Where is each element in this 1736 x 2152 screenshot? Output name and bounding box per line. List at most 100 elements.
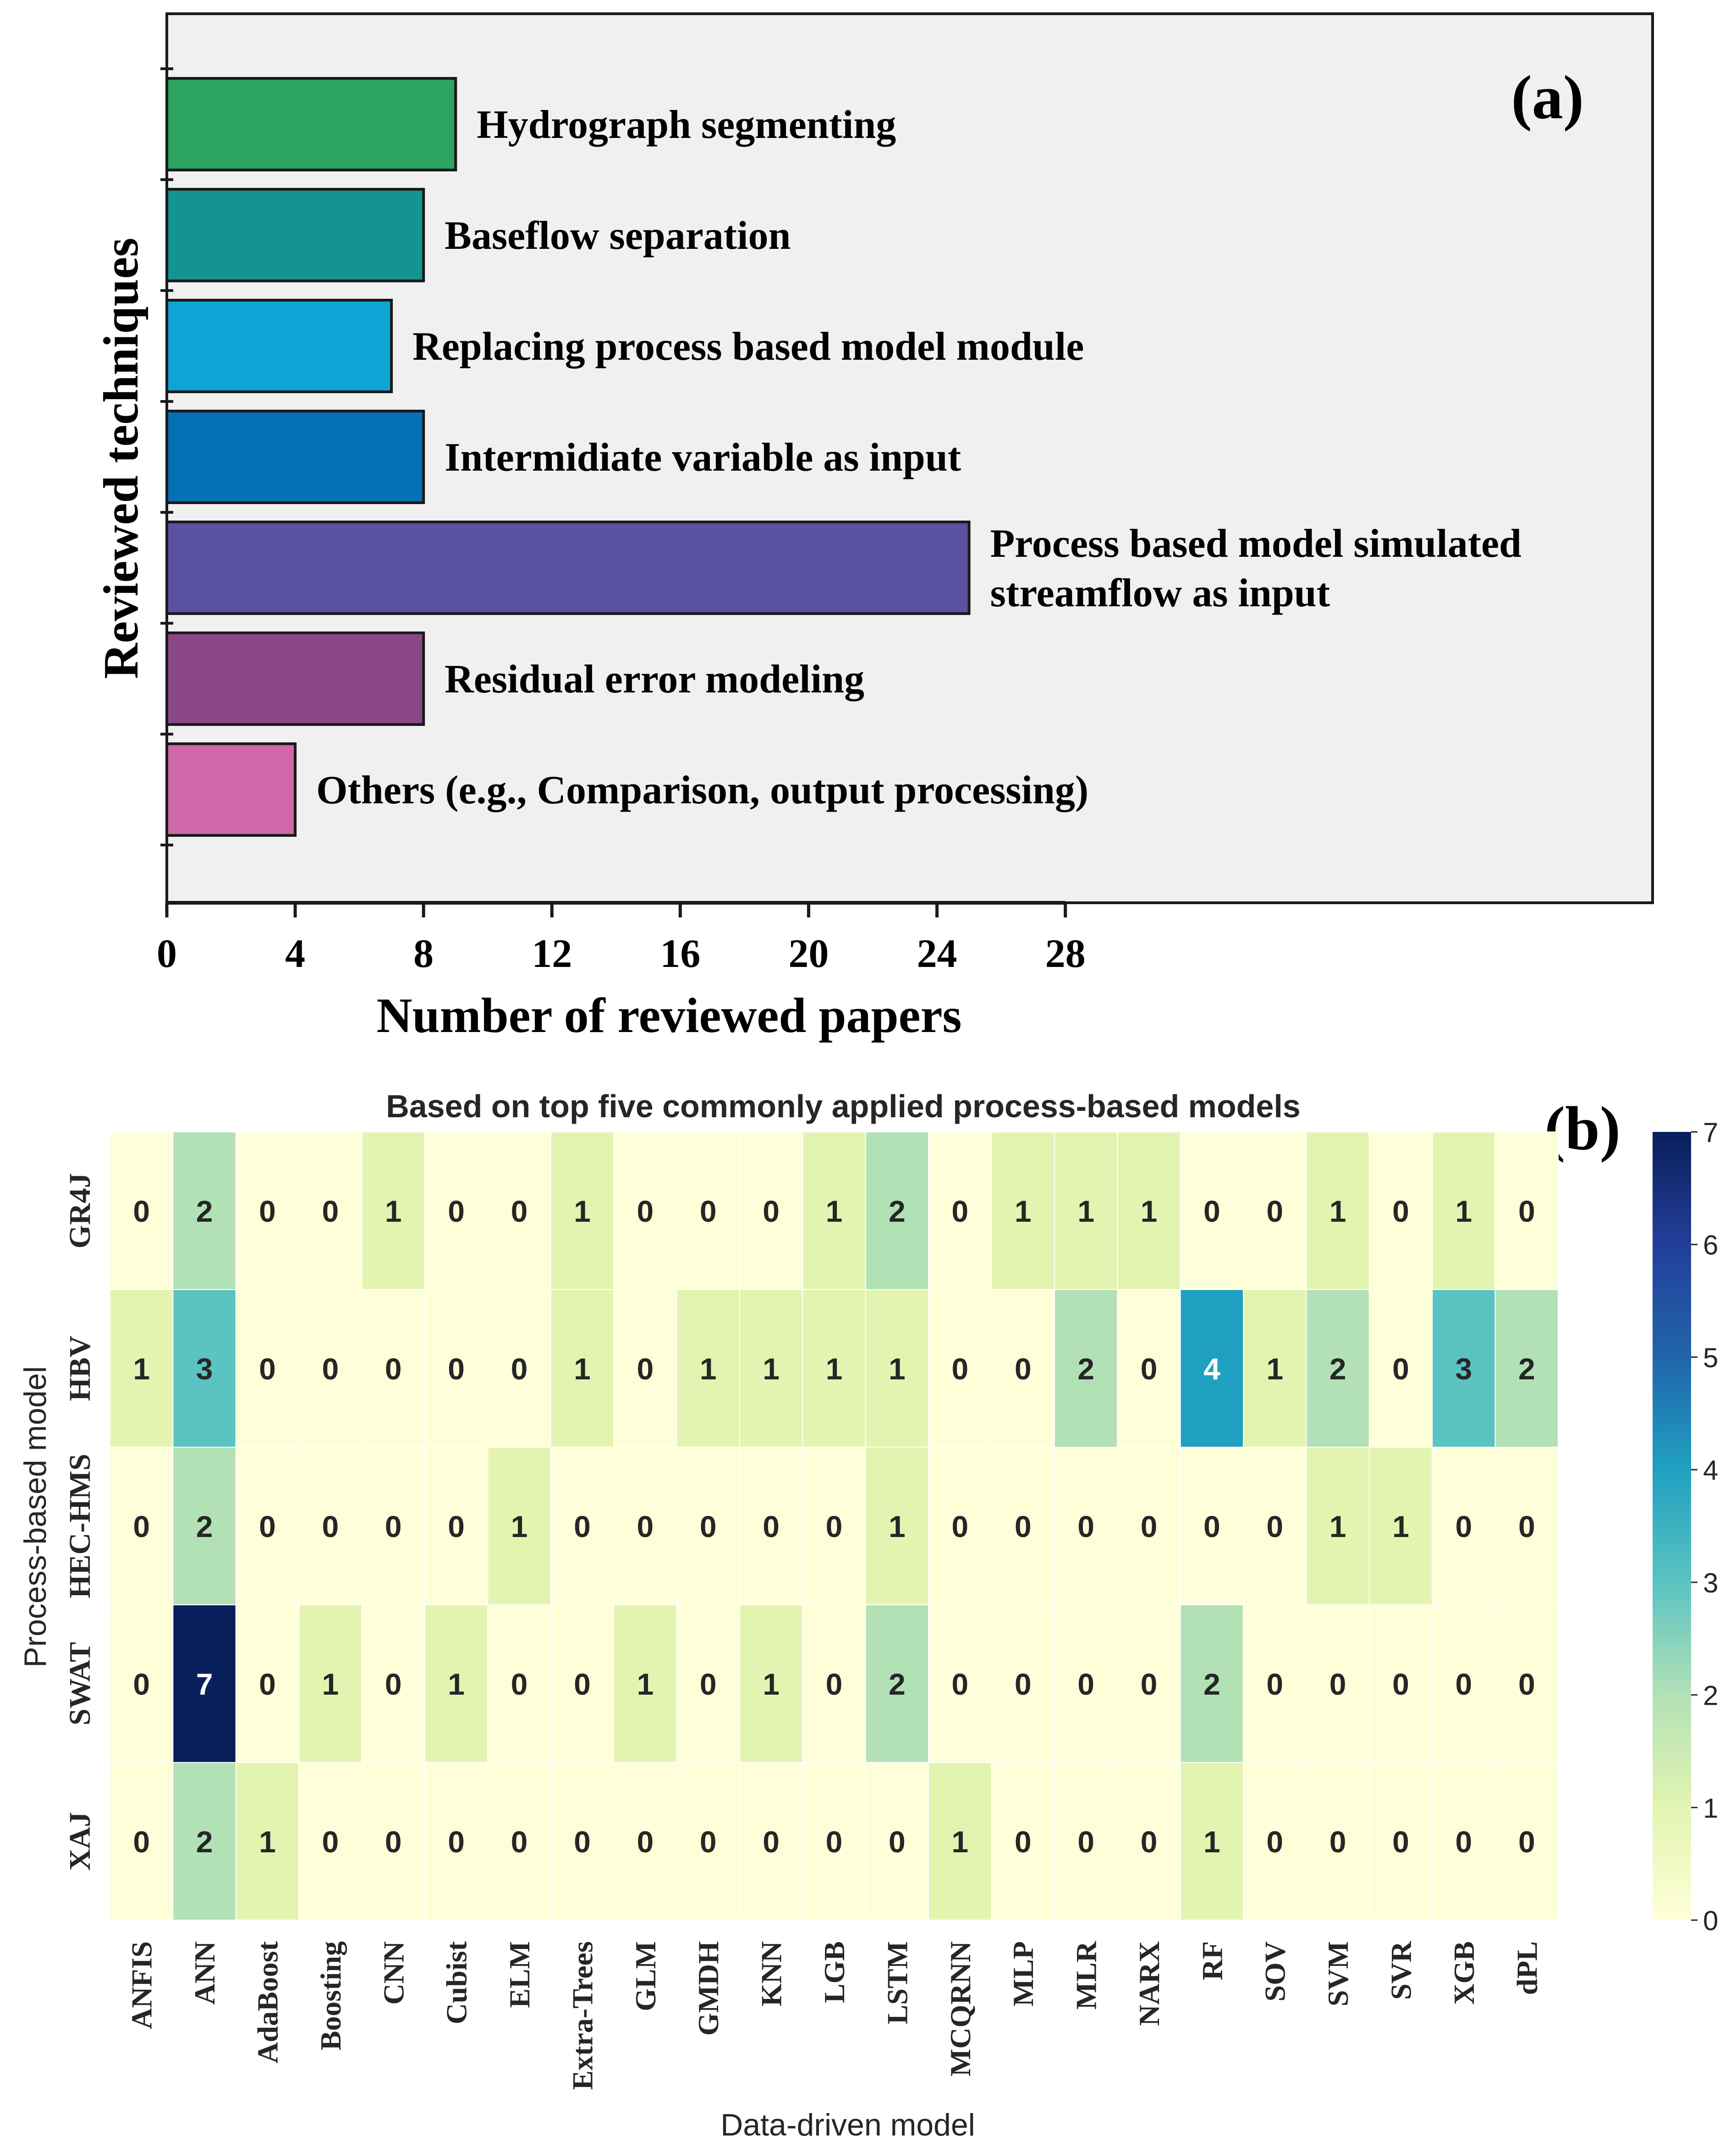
- cell-value-SWAT-MLR: 0: [1077, 1667, 1094, 1701]
- cell-GR4J-Cubist: [424, 1131, 489, 1290]
- panel-a-bar-chart: Hydrograph segmenting Baseflow separation…: [94, 12, 1654, 1043]
- cell-GR4J-KNN: [739, 1131, 803, 1290]
- cell-value-GR4J-KNN: 0: [763, 1194, 780, 1228]
- cell-GR4J-ANN: [172, 1131, 236, 1290]
- cell-value-XAJ-NARX: 0: [1141, 1825, 1158, 1859]
- cell-HBV-Extra-Trees: [550, 1289, 615, 1448]
- cell-GR4J-Extra-Trees: [550, 1131, 615, 1290]
- cell-value-SWAT-SVM: 0: [1329, 1667, 1346, 1701]
- cell-XAJ-SOV: [1243, 1762, 1307, 1921]
- cell-SWAT-LSTM: [865, 1604, 929, 1763]
- cell-value-GR4J-GMDH: 0: [700, 1194, 717, 1228]
- panel-b-colorbar-ticks: 0 1 2 3 4 5 6 7: [1691, 1117, 1718, 1936]
- cell-value-HEC-HMS-LSTM: 1: [889, 1510, 906, 1543]
- cell-value-XAJ-XGB: 0: [1456, 1825, 1472, 1859]
- cell-value-GR4J-MLR: 1: [1077, 1194, 1094, 1228]
- cell-XAJ-ANFIS: [110, 1762, 174, 1921]
- x-label-KNN: KNN: [755, 1941, 788, 2006]
- cell-value-GR4J-ANFIS: 0: [133, 1194, 150, 1228]
- cell-HBV-LGB: [802, 1289, 866, 1448]
- cell-GR4J-NARX: [1117, 1131, 1181, 1290]
- cell-XAJ-RF: [1180, 1762, 1244, 1921]
- cell-value-XAJ-SVM: 0: [1329, 1825, 1346, 1859]
- bar-label-3: Intermidiate variable as input: [445, 435, 961, 480]
- cell-value-SWAT-SVR: 0: [1392, 1667, 1409, 1701]
- cell-value-HEC-HMS-dPL: 0: [1518, 1510, 1535, 1543]
- bar-label-2: Replacing process based model module: [412, 324, 1084, 369]
- colorbar-tick-label-5: 5: [1703, 1342, 1718, 1373]
- cell-SWAT-NARX: [1117, 1604, 1181, 1763]
- cell-GR4J-Boosting: [298, 1131, 363, 1290]
- bar-2: [165, 299, 393, 393]
- cell-value-HEC-HMS-MCQRNN: 0: [951, 1510, 968, 1543]
- cell-value-SWAT-Cubist: 1: [448, 1667, 465, 1701]
- panel-b-title: Based on top five commonly applied proce…: [386, 1088, 1300, 1124]
- x-label-ELM: ELM: [503, 1941, 536, 2008]
- cell-value-HBV-AdaBoost: 0: [259, 1352, 276, 1386]
- cell-value-SWAT-XGB: 0: [1456, 1667, 1472, 1701]
- cell-value-HEC-HMS-SVR: 1: [1392, 1510, 1409, 1543]
- cell-SWAT-GLM: [613, 1604, 677, 1763]
- cell-GR4J-GLM: [613, 1131, 677, 1290]
- cell-value-HBV-SVR: 0: [1392, 1352, 1409, 1386]
- cell-HBV-GLM: [613, 1289, 677, 1448]
- cell-value-HEC-HMS-ELM: 1: [511, 1510, 528, 1543]
- cell-value-HBV-MCQRNN: 0: [951, 1352, 968, 1386]
- cell-value-XAJ-AdaBoost: 1: [259, 1825, 276, 1859]
- cell-HBV-MCQRNN: [928, 1289, 992, 1448]
- cell-value-GR4J-CNN: 1: [385, 1194, 402, 1228]
- x-label-CNN: CNN: [377, 1941, 410, 2005]
- cell-value-HBV-GLM: 0: [637, 1352, 654, 1386]
- bar-4: [165, 521, 971, 615]
- cell-value-XAJ-SVR: 0: [1392, 1825, 1409, 1859]
- cell-value-GR4J-LGB: 1: [826, 1194, 843, 1228]
- x-label-GLM: GLM: [629, 1941, 662, 2011]
- cell-value-GR4J-dPL: 0: [1518, 1194, 1535, 1228]
- cell-XAJ-GMDH: [676, 1762, 740, 1921]
- cell-SWAT-CNN: [361, 1604, 425, 1763]
- x-tick-label-4: 16: [660, 932, 700, 976]
- cell-XAJ-Extra-Trees: [550, 1762, 615, 1921]
- cell-value-HBV-ANN: 3: [196, 1352, 213, 1386]
- cell-value-HBV-NARX: 0: [1141, 1352, 1158, 1386]
- cell-value-HBV-KNN: 1: [763, 1352, 780, 1386]
- cell-value-SWAT-LSTM: 2: [889, 1667, 906, 1701]
- x-label-SOV: SOV: [1259, 1941, 1291, 2002]
- panel-b-y-tick-labels: GR4J HBV HEC-HMS SWAT XAJ: [63, 1173, 97, 1871]
- cell-HEC-HMS-AdaBoost: [235, 1447, 300, 1605]
- cell-XAJ-SVR: [1368, 1762, 1433, 1921]
- cell-value-SWAT-GMDH: 0: [700, 1667, 717, 1701]
- cell-HEC-HMS-MLR: [1054, 1447, 1118, 1605]
- cell-GR4J-RF: [1180, 1131, 1244, 1290]
- cell-value-HEC-HMS-MLP: 0: [1015, 1510, 1032, 1543]
- cell-XAJ-SVM: [1306, 1762, 1370, 1921]
- y-label-GR4J: GR4J: [63, 1173, 97, 1249]
- cell-GR4J-SVR: [1368, 1131, 1433, 1290]
- colorbar-tick-label-6: 6: [1703, 1230, 1718, 1261]
- bar-1: [165, 188, 425, 282]
- x-label-Extra-Trees: Extra-Trees: [566, 1941, 599, 2090]
- x-label-NARX: NARX: [1133, 1941, 1165, 2026]
- cell-value-HBV-MLR: 2: [1077, 1352, 1094, 1386]
- x-label-ANFIS: ANFIS: [126, 1941, 158, 2029]
- x-label-AdaBoost: AdaBoost: [251, 1941, 284, 2063]
- cell-value-SWAT-CNN: 0: [385, 1667, 402, 1701]
- colorbar-tick-label-0: 0: [1703, 1905, 1718, 1936]
- cell-GR4J-SVM: [1306, 1131, 1370, 1290]
- cell-HBV-ANFIS: [110, 1289, 174, 1448]
- x-tick-label-5: 20: [788, 932, 829, 976]
- cell-HEC-HMS-LSTM: [865, 1447, 929, 1605]
- x-label-Cubist: Cubist: [440, 1941, 473, 2024]
- cell-HEC-HMS-NARX: [1117, 1447, 1181, 1605]
- cell-value-HBV-GMDH: 1: [700, 1352, 717, 1386]
- cell-value-GR4J-Extra-Trees: 1: [574, 1194, 591, 1228]
- cell-value-HEC-HMS-Boosting: 0: [322, 1510, 339, 1543]
- x-label-MCQRNN: MCQRNN: [944, 1941, 977, 2076]
- bar-label-6: Others (e.g., Comparison, output process…: [316, 768, 1088, 812]
- cell-XAJ-NARX: [1117, 1762, 1181, 1921]
- cell-value-HBV-LGB: 1: [826, 1352, 843, 1386]
- cell-value-XAJ-Boosting: 0: [322, 1825, 339, 1859]
- cell-XAJ-CNN: [361, 1762, 425, 1921]
- x-label-Boosting: Boosting: [314, 1941, 347, 2050]
- cell-HEC-HMS-GLM: [613, 1447, 677, 1605]
